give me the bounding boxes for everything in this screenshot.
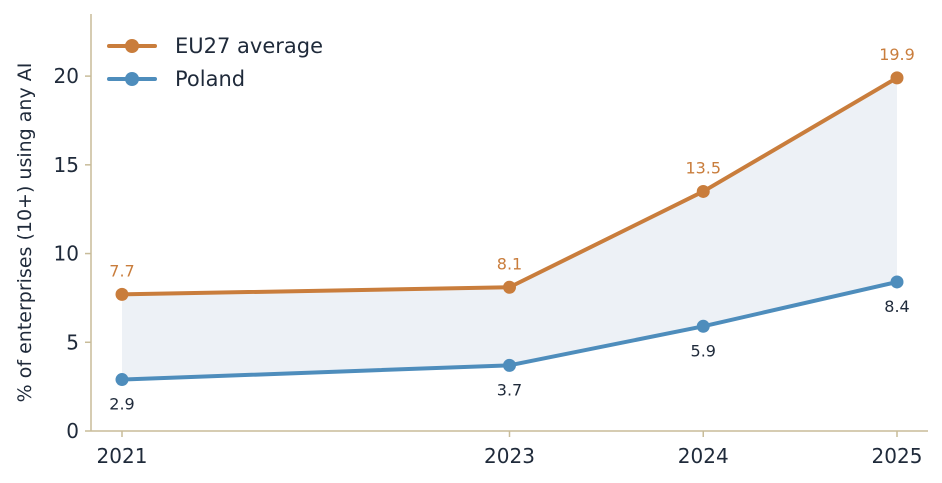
series-eu27-average [115,71,904,301]
y-tick-label: 20 [54,64,79,88]
data-label: 19.9 [879,45,915,64]
fill-between-layer [122,77,897,380]
y-axis-label: % of enterprises (10+) using any AI [14,63,36,403]
legend: EU27 average Poland [107,34,323,91]
legend-item: Poland [107,67,245,91]
data-point [503,280,516,294]
data-point [696,319,710,333]
series-line [120,279,899,382]
gap-area [122,77,897,380]
data-label: 13.5 [685,158,721,177]
x-tick-label: 2021 [97,444,148,468]
data-point [115,287,129,301]
y-tick-label: 15 [54,153,79,177]
data-label: 8.4 [884,297,909,316]
series-layer [115,71,904,387]
data-label: 2.9 [109,395,134,414]
data-point [696,184,710,198]
data-label: 8.1 [497,254,522,273]
x-tick-label: 2024 [678,444,729,468]
data-point [115,373,129,387]
legend-label: Poland [175,67,245,91]
y-tick-label: 5 [66,330,79,354]
series-poland [115,275,904,387]
legend-swatch-marker [125,39,139,53]
legend-item: EU27 average [107,34,323,58]
data-point [503,358,516,372]
data-labels-layer: 7.7 8.1 13.5 19.9 2.9 3.7 5.9 8.4 [109,45,915,414]
data-point [890,71,904,85]
x-tick-label: 2025 [872,444,923,468]
legend-swatch-marker [125,72,139,86]
data-label: 7.7 [109,261,134,280]
data-point [890,275,904,289]
x-tick-label: 2023 [484,444,535,468]
data-label: 3.7 [497,380,522,399]
data-label: 5.9 [691,341,716,360]
y-tick-label: 0 [66,419,79,443]
ticks-layer: 0 5 10 15 20 2021 2023 2024 2025 [54,64,923,468]
legend-label: EU27 average [175,34,323,58]
series-line [120,75,899,297]
y-tick-label: 10 [54,242,79,266]
